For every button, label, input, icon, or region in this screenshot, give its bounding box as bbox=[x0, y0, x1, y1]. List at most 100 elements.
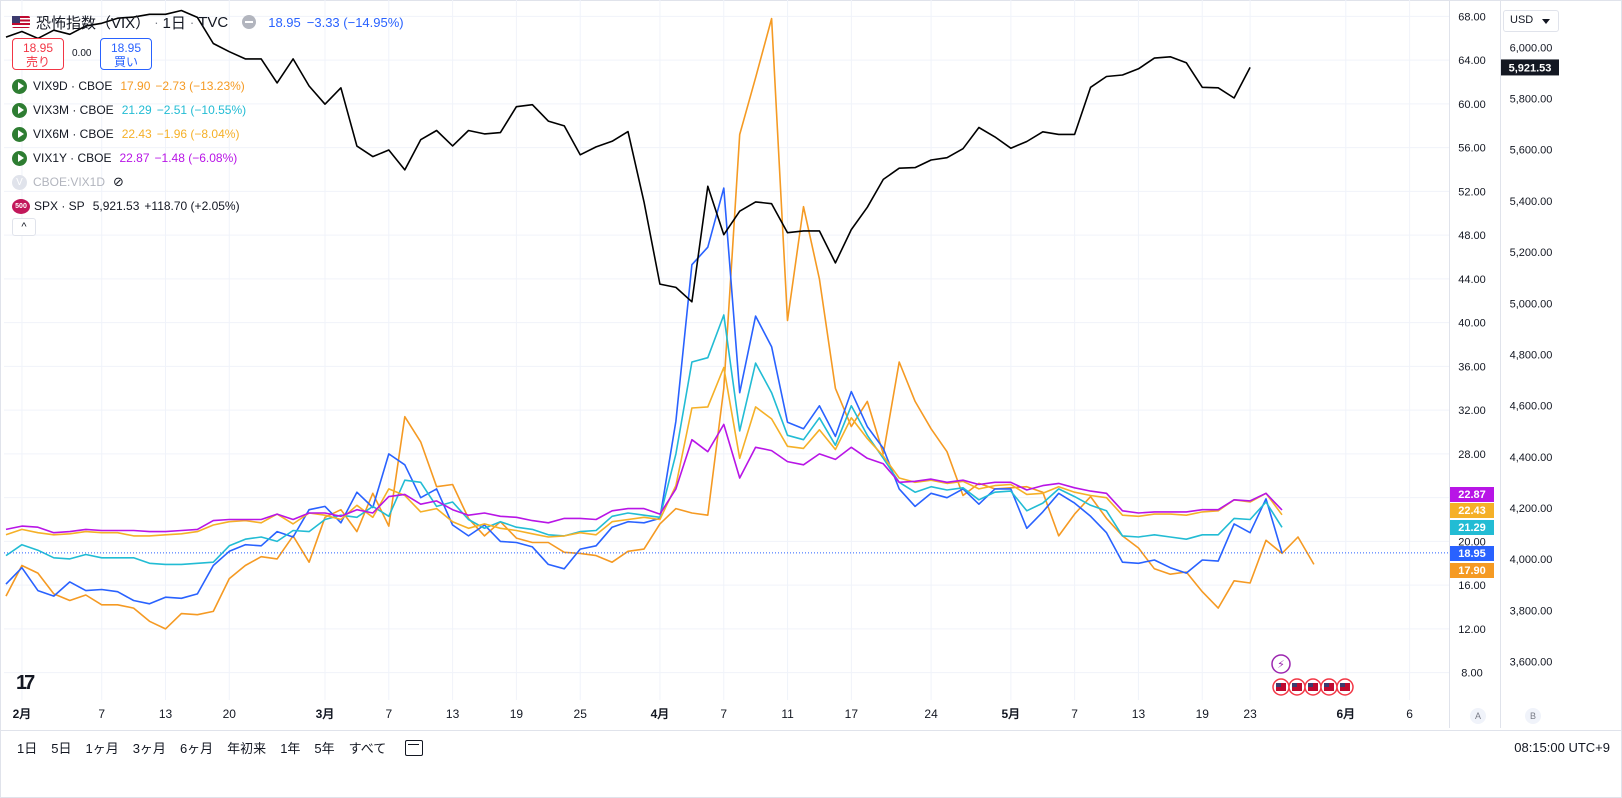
legend-series-name: VIX1Y · CBOE bbox=[33, 151, 112, 165]
main-symbol-row[interactable]: 恐怖指数（VIX） · 1日 · TVC 18.95 −3.33 (−14.95… bbox=[12, 10, 404, 34]
legend-series-change: +118.70 (+2.05%) bbox=[144, 199, 240, 213]
legend-vix9d[interactable]: VIX9D · CBOE 17.90 −2.73 (−13.23%) bbox=[12, 74, 246, 98]
price-label-text: 18.95 bbox=[1458, 548, 1486, 560]
left-tick-label: 56.00 bbox=[1458, 143, 1486, 155]
left-tick-label: 32.00 bbox=[1458, 405, 1486, 417]
range-ytd[interactable]: 年初来 bbox=[227, 741, 267, 756]
left-tick-label: 20.00 bbox=[1458, 536, 1486, 548]
legend-series-name: VIX6M · CBOE bbox=[33, 127, 114, 141]
log-scale-button[interactable]: B bbox=[1525, 708, 1541, 724]
symbol-last-price: 18.95 bbox=[268, 14, 301, 30]
spx-badge-icon: 500 bbox=[12, 198, 30, 214]
range-1d[interactable]: 1日 bbox=[17, 741, 38, 756]
legend-series-change: −1.96 (−8.04%) bbox=[156, 127, 240, 141]
chart-canvas[interactable]: 68.0064.0060.0056.0052.0048.0044.0040.00… bbox=[0, 0, 1622, 730]
flag-canton bbox=[1308, 683, 1313, 687]
spx-price-label-text: 5,921.53 bbox=[1509, 62, 1552, 74]
legend-vix3m[interactable]: VIX3M · CBOE 21.29 −2.51 (−10.55%) bbox=[12, 98, 246, 122]
x-tick-label: 3月 bbox=[316, 707, 335, 721]
flag-canton bbox=[1340, 683, 1345, 687]
left-tick-label: 60.00 bbox=[1458, 99, 1486, 111]
right-tick-label: 4,600.00 bbox=[1510, 401, 1553, 413]
series-line-vix bbox=[5, 187, 1283, 605]
sell-price: 18.95 bbox=[22, 41, 54, 55]
price-label-box bbox=[1450, 487, 1494, 502]
price-label-box bbox=[1450, 520, 1494, 535]
flag-canton bbox=[1276, 683, 1281, 687]
grid bbox=[4, 0, 1449, 700]
eye-slash-icon[interactable]: ⊘ bbox=[113, 174, 124, 189]
left-tick-label: 28.00 bbox=[1458, 449, 1486, 461]
clock[interactable]: 08:15:00 UTC+9 bbox=[1514, 740, 1610, 755]
x-tick-label: 5月 bbox=[1002, 707, 1021, 721]
left-tick-label: 64.00 bbox=[1458, 55, 1486, 67]
legend-series-value: 5,921.53 bbox=[92, 199, 140, 213]
flag-canton bbox=[1324, 683, 1329, 687]
left-tick-label: 68.00 bbox=[1458, 11, 1486, 23]
x-tick-label: 7 bbox=[98, 707, 105, 721]
price-label-box bbox=[1450, 503, 1494, 518]
calendar-icon[interactable] bbox=[405, 739, 424, 756]
series-layer bbox=[4, 9, 1449, 630]
lightning-icon bbox=[1271, 654, 1291, 674]
buy-button[interactable]: 18.95 買い bbox=[100, 38, 152, 70]
left-tick-label: 44.00 bbox=[1458, 274, 1486, 286]
range-5d[interactable]: 5日 bbox=[51, 741, 72, 756]
spread-value: 0.00 bbox=[72, 48, 92, 59]
legend: 恐怖指数（VIX） · 1日 · TVC 18.95 −3.33 (−14.95… bbox=[12, 10, 404, 34]
vix1d-badge-icon: V bbox=[12, 174, 27, 190]
legend-series-name: VIX3M · CBOE bbox=[33, 103, 114, 117]
price-scale-divider bbox=[1449, 0, 1450, 728]
range-1m[interactable]: 1ヶ月 bbox=[85, 741, 119, 756]
x-tick-label: 4月 bbox=[651, 707, 670, 721]
legend-series-value: 21.29 bbox=[121, 103, 152, 117]
tradingview-logo-icon[interactable]: 17 bbox=[16, 672, 35, 694]
legend-series-change: −2.73 (−13.23%) bbox=[155, 79, 245, 93]
legend-vix1y[interactable]: VIX1Y · CBOE 22.87 −1.48 (−6.08%) bbox=[12, 146, 246, 170]
collapse-legend-button[interactable]: ^ bbox=[12, 218, 36, 236]
price-label-text: 17.90 bbox=[1458, 565, 1486, 577]
legend-series-value: 22.43 bbox=[121, 127, 152, 141]
range-1y[interactable]: 1年 bbox=[280, 741, 301, 756]
symbol-change: −3.33 (−14.95%) bbox=[306, 14, 404, 30]
indicator-legend: VIX9D · CBOE 17.90 −2.73 (−13.23%) VIX3M… bbox=[12, 74, 246, 218]
legend-vix6m[interactable]: VIX6M · CBOE 22.43 −1.96 (−8.04%) bbox=[12, 122, 246, 146]
market-status-icon[interactable] bbox=[242, 15, 257, 29]
series-line-vix6m bbox=[5, 366, 1283, 538]
sell-label: 売り bbox=[25, 55, 50, 69]
left-tick-label: 52.00 bbox=[1458, 186, 1486, 198]
x-tick-label: 13 bbox=[159, 707, 173, 721]
range-all[interactable]: すべて bbox=[348, 741, 387, 756]
x-tick-label: 7 bbox=[385, 707, 392, 721]
left-tick-label: 8.00 bbox=[1461, 668, 1482, 680]
left-tick-label: 36.00 bbox=[1458, 361, 1486, 373]
x-axis: 2月 7 13 20 3月 7 13 19 25 4月 7 11 17 24 5月 7 13 19 23 6月 6 bbox=[13, 707, 1414, 721]
series-line-spx bbox=[5, 9, 1251, 303]
x-tick-label: 19 bbox=[510, 707, 524, 721]
range-5y[interactable]: 5年 bbox=[314, 741, 335, 756]
symbol-title[interactable]: 恐怖指数（VIX） bbox=[36, 14, 151, 32]
right-tick-label: 4,400.00 bbox=[1510, 452, 1553, 464]
currency-select[interactable]: USD bbox=[1503, 10, 1559, 32]
symbol-interval[interactable]: 1日 bbox=[162, 14, 186, 32]
range-6m[interactable]: 6ヶ月 bbox=[179, 741, 214, 756]
legend-series-name: VIX9D · CBOE bbox=[33, 79, 113, 93]
chevron-up-icon: ^ bbox=[21, 221, 27, 233]
price-label-text: 22.87 bbox=[1458, 489, 1486, 501]
right-tick-label: 6,000.00 bbox=[1510, 42, 1553, 54]
legend-vix1d-hidden[interactable]: V CBOE:VIX1D ⊘ bbox=[12, 170, 246, 194]
range-3m[interactable]: 3ヶ月 bbox=[132, 741, 166, 756]
auto-scale-button[interactable]: A bbox=[1470, 708, 1486, 724]
x-tick-label: 19 bbox=[1196, 707, 1210, 721]
buy-label: 買い bbox=[113, 55, 138, 69]
right-tick-label: 5,000.00 bbox=[1510, 298, 1553, 310]
legend-spx[interactable]: 500 SPX · SP 5,921.53 +118.70 (+2.05%) bbox=[12, 194, 246, 218]
right-tick-label: 4,000.00 bbox=[1510, 554, 1553, 566]
sell-button[interactable]: 18.95 売り bbox=[12, 38, 64, 70]
event-markers: ⚡ bbox=[1271, 654, 1354, 696]
left-tick-label: 48.00 bbox=[1458, 230, 1486, 242]
x-tick-label: 7 bbox=[720, 707, 727, 721]
flag-canton bbox=[1292, 683, 1297, 687]
right-scale-divider bbox=[1500, 0, 1501, 728]
right-tick-label: 5,800.00 bbox=[1510, 94, 1553, 106]
